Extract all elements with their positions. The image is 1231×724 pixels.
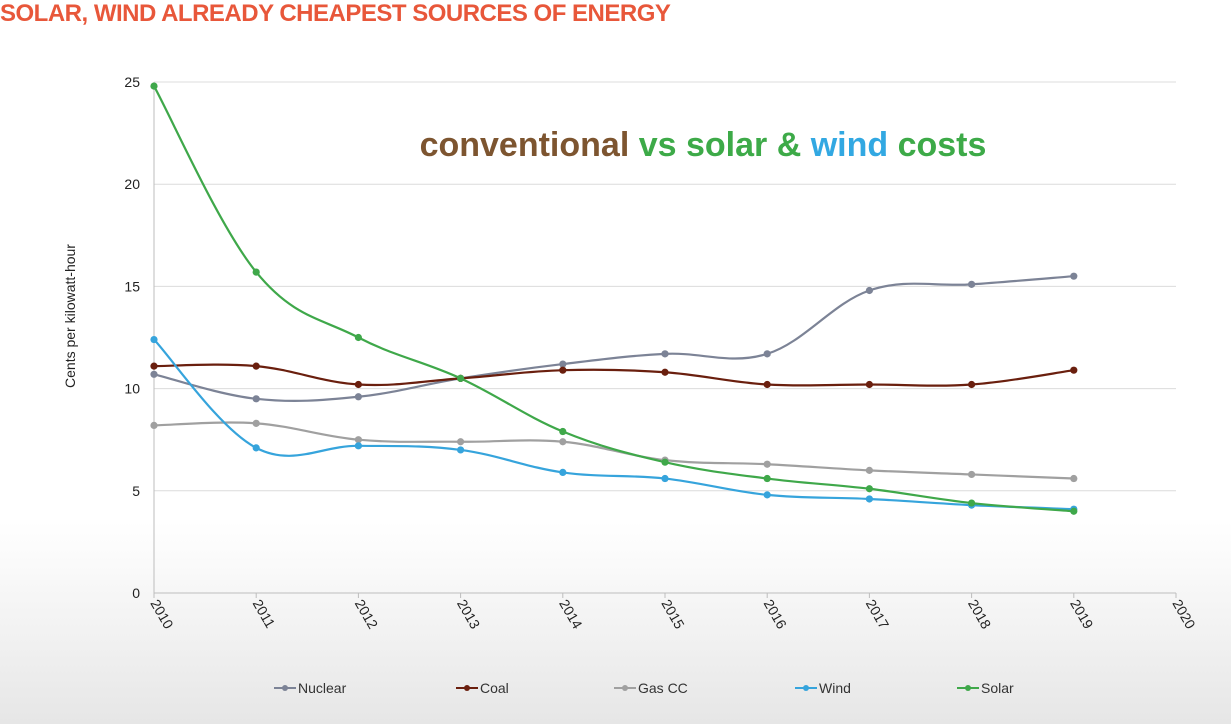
data-point-coal: [865, 380, 874, 389]
data-point-coal: [150, 362, 158, 370]
series-points: [150, 82, 1078, 515]
legend-swatch: [456, 683, 478, 693]
legend-item-gas-cc: Gas CC: [614, 680, 688, 696]
legend-item-solar: Solar: [957, 680, 1014, 696]
series-line-solar: [152, 84, 1075, 513]
data-point-solar: [252, 268, 260, 276]
legend-item-coal: Coal: [456, 680, 509, 696]
series-lines: [152, 84, 1075, 513]
data-point-gas-cc: [559, 438, 567, 446]
data-point-wind: [150, 335, 158, 344]
x-tick-label: 2018: [965, 597, 995, 632]
data-point-gas-cc: [1070, 474, 1078, 483]
data-point-solar: [354, 333, 362, 342]
legend-label: Nuclear: [298, 680, 347, 696]
legend-swatch: [614, 683, 636, 693]
legend-swatch: [957, 683, 979, 693]
data-point-wind: [559, 468, 567, 477]
y-tick-label: 0: [132, 585, 140, 601]
data-point-wind: [763, 491, 771, 499]
data-point-nuclear: [763, 350, 771, 358]
legend-label: Solar: [981, 680, 1014, 696]
data-point-nuclear: [252, 395, 260, 403]
x-tick-label: 2012: [352, 597, 382, 632]
x-tick-label: 2017: [863, 597, 893, 632]
y-tick-label: 15: [124, 278, 140, 294]
data-point-wind: [457, 446, 465, 454]
series-line-wind: [152, 338, 1075, 511]
x-tick-label: 2011: [250, 597, 279, 631]
legend-label: Coal: [480, 680, 509, 696]
data-point-solar: [661, 458, 669, 466]
x-axis-ticks: 2010 2011 2012 2013 2014 2015 2016 2017 2018 2019…: [147, 593, 1199, 632]
data-point-wind: [252, 444, 260, 452]
data-point-nuclear: [559, 360, 567, 368]
data-point-gas-cc: [763, 460, 771, 468]
legend-item-wind: Wind: [795, 680, 851, 696]
data-point-solar: [150, 82, 158, 90]
data-point-wind: [661, 474, 669, 483]
legend-label: Wind: [819, 680, 851, 696]
data-point-solar: [763, 474, 771, 483]
y-axis-ticks: 0 5 10 15 20 25: [124, 74, 140, 601]
data-point-solar: [457, 374, 465, 382]
data-point-gas-cc: [354, 436, 362, 444]
data-point-solar: [559, 427, 567, 436]
data-point-gas-cc: [457, 438, 465, 446]
data-point-nuclear: [150, 370, 158, 378]
chart-title: conventional vs solar & wind costs: [420, 126, 987, 164]
data-point-solar: [968, 499, 976, 507]
x-tick-label: 2015: [658, 597, 688, 632]
x-tick-label: 2016: [761, 597, 791, 632]
data-point-gas-cc: [968, 470, 976, 479]
data-point-solar: [865, 485, 874, 493]
x-tick-label: 2020: [1169, 597, 1199, 632]
data-point-gas-cc: [865, 466, 874, 474]
y-tick-label: 5: [132, 483, 140, 499]
data-point-gas-cc: [252, 419, 260, 427]
data-point-coal: [1070, 366, 1078, 374]
data-point-coal: [763, 380, 771, 389]
data-point-coal: [661, 368, 669, 376]
data-point-wind: [865, 495, 874, 503]
y-axis-label: Cents per kilowatt-hour: [62, 244, 78, 388]
series-line-gas-cc: [152, 421, 1075, 480]
data-point-nuclear: [354, 393, 362, 401]
data-point-gas-cc: [150, 421, 158, 429]
data-point-coal: [968, 380, 976, 389]
data-point-nuclear: [1070, 272, 1078, 280]
data-point-wind: [354, 442, 362, 450]
legend-swatch: [274, 683, 296, 693]
page-title: SOLAR, WIND ALREADY CHEAPEST SOURCES OF …: [0, 0, 671, 27]
legend-swatch: [795, 683, 817, 693]
legend-item-nuclear: Nuclear: [274, 680, 346, 696]
series-line-coal: [152, 363, 1075, 387]
data-point-coal: [559, 366, 567, 374]
x-tick-label: 2014: [556, 597, 586, 632]
chart-legend: Nuclear Coal Gas CC Wind Solar: [0, 680, 1231, 700]
data-point-coal: [354, 380, 362, 389]
series-line-nuclear: [152, 275, 1075, 403]
gridlines: [154, 81, 1176, 492]
y-tick-label: 10: [124, 381, 140, 397]
data-point-nuclear: [968, 280, 976, 288]
data-point-coal: [252, 362, 260, 370]
y-tick-label: 20: [124, 176, 140, 192]
x-tick-label: 2010: [147, 597, 177, 632]
legend-label: Gas CC: [638, 680, 688, 696]
data-point-nuclear: [865, 286, 874, 295]
x-tick-label: 2013: [454, 597, 484, 632]
x-tick-label: 2019: [1067, 597, 1097, 632]
data-point-nuclear: [661, 350, 669, 358]
y-tick-label: 25: [124, 74, 140, 90]
data-point-solar: [1070, 507, 1078, 515]
